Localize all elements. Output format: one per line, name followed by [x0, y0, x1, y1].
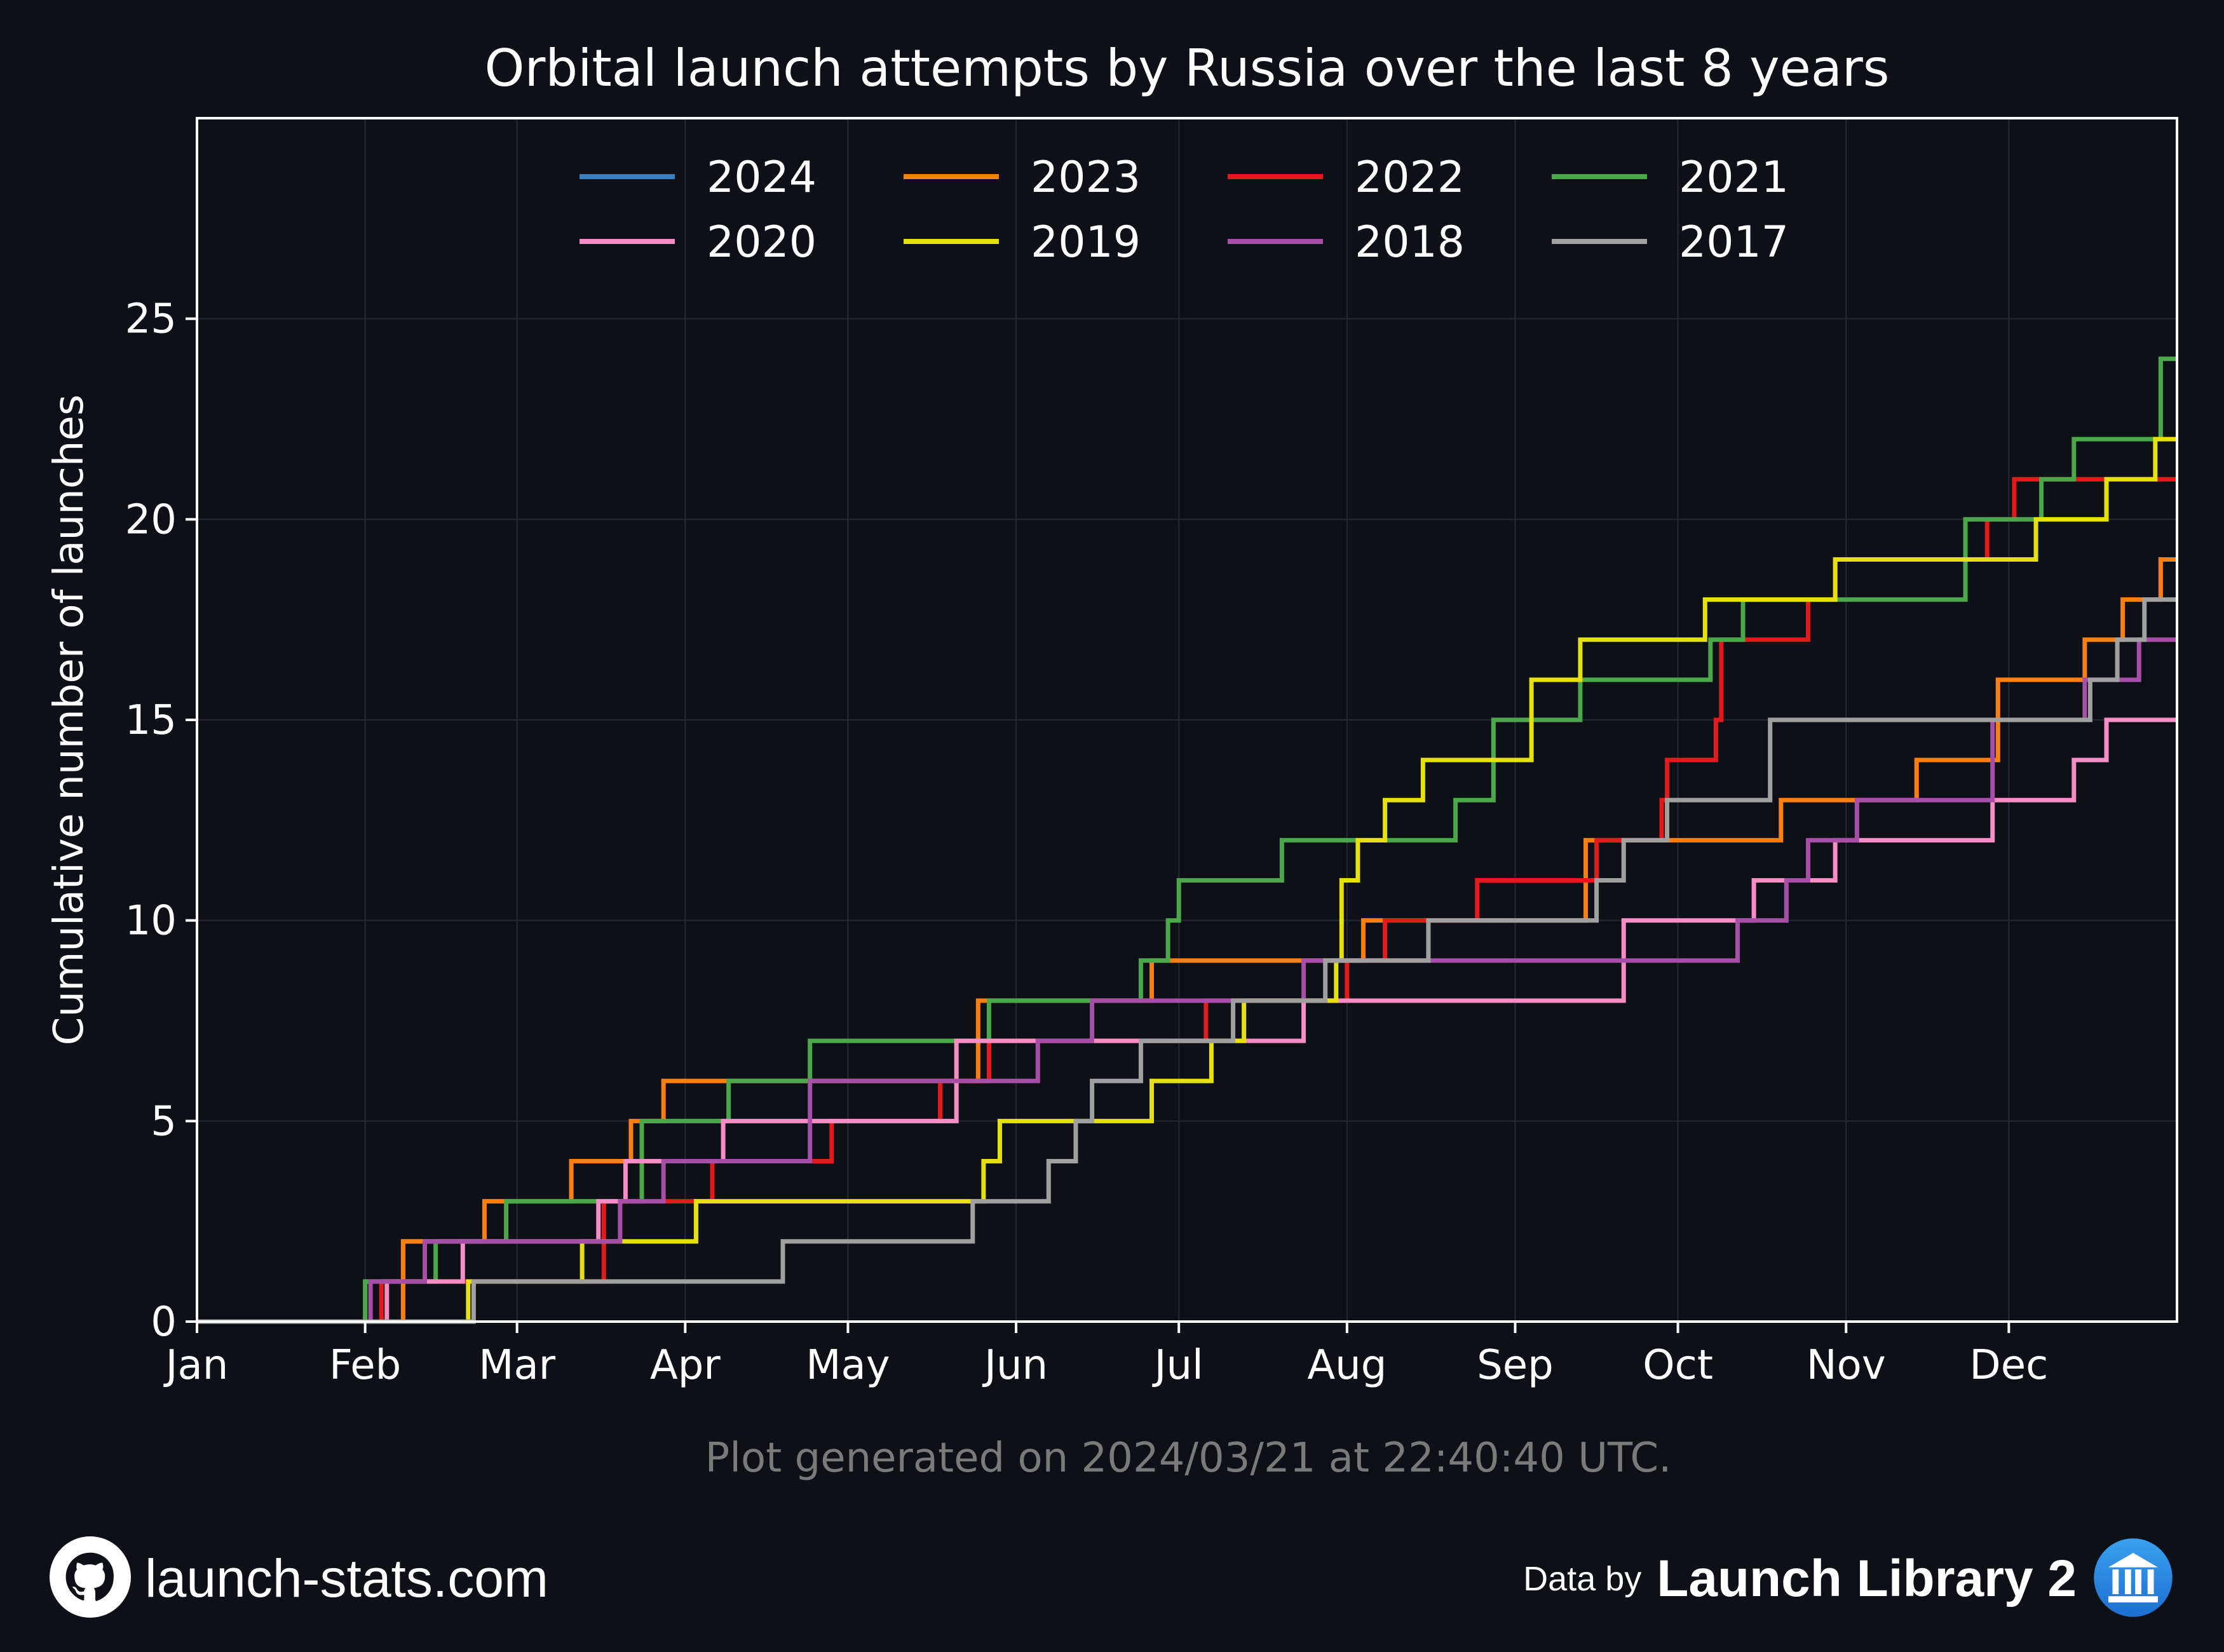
y-tick-label-0: 0	[151, 1299, 177, 1346]
series-line-2017	[197, 597, 2177, 1324]
footer-source: Data by Launch Library 2	[1523, 1536, 2174, 1622]
y-tick-label-5: 5	[151, 1098, 177, 1145]
source-name[interactable]: Launch Library 2	[1657, 1550, 2077, 1608]
x-tick-label-jul: Jul	[1152, 1342, 1204, 1389]
legend: 2024 2023 2022 2021 2020 2019 2018 2017	[580, 152, 1789, 267]
legend-label-2021: 2021	[1679, 152, 1789, 203]
x-tick-label-dec: Dec	[1969, 1342, 2048, 1389]
site-link[interactable]: launch-stats.com	[145, 1548, 548, 1608]
legend-label-2019: 2019	[1031, 217, 1141, 267]
generated-note: Plot generated on 2024/03/21 at 22:40:40…	[705, 1435, 1672, 1482]
series-line-2019	[197, 437, 2177, 1324]
launch-library-logo-icon	[2092, 1536, 2174, 1622]
axes: Jan Feb Mar Apr May Jun Jul Aug Sep Oct Nov Dec 0 5 10…	[125, 296, 2049, 1389]
y-tick-label-15: 15	[125, 697, 177, 744]
x-tick-label-mar: Mar	[478, 1342, 555, 1389]
y-axis-label: Cumulative number of launches	[46, 395, 93, 1045]
x-tick-label-nov: Nov	[1807, 1342, 1886, 1389]
y-tick-label-25: 25	[125, 296, 177, 343]
series-line-2023	[197, 557, 2177, 1324]
y-tick-label-10: 10	[125, 898, 177, 945]
github-icon[interactable]	[50, 1536, 131, 1620]
x-tick-label-feb: Feb	[329, 1342, 401, 1389]
data-by-label: Data by	[1523, 1560, 1642, 1598]
x-tick-label-may: May	[806, 1342, 890, 1389]
legend-label-2020: 2020	[707, 217, 817, 267]
x-tick-label-jan: Jan	[163, 1342, 229, 1389]
x-tick-label-jun: Jun	[982, 1342, 1048, 1389]
legend-label-2023: 2023	[1031, 152, 1141, 203]
footer-site: launch-stats.com	[50, 1536, 548, 1620]
legend-label-2017: 2017	[1679, 217, 1789, 267]
chart-title: Orbital launch attempts by Russia over t…	[485, 39, 1890, 98]
x-tick-label-sep: Sep	[1477, 1342, 1554, 1389]
legend-label-2018: 2018	[1355, 217, 1465, 267]
legend-label-2024: 2024	[707, 152, 817, 203]
series-group	[197, 356, 2177, 1324]
x-tick-label-oct: Oct	[1643, 1342, 1713, 1389]
x-tick-label-aug: Aug	[1307, 1342, 1387, 1389]
series-line-2018	[197, 637, 2177, 1324]
y-tick-label-20: 20	[125, 496, 177, 543]
legend-label-2022: 2022	[1355, 152, 1465, 203]
x-tick-label-apr: Apr	[650, 1342, 721, 1389]
